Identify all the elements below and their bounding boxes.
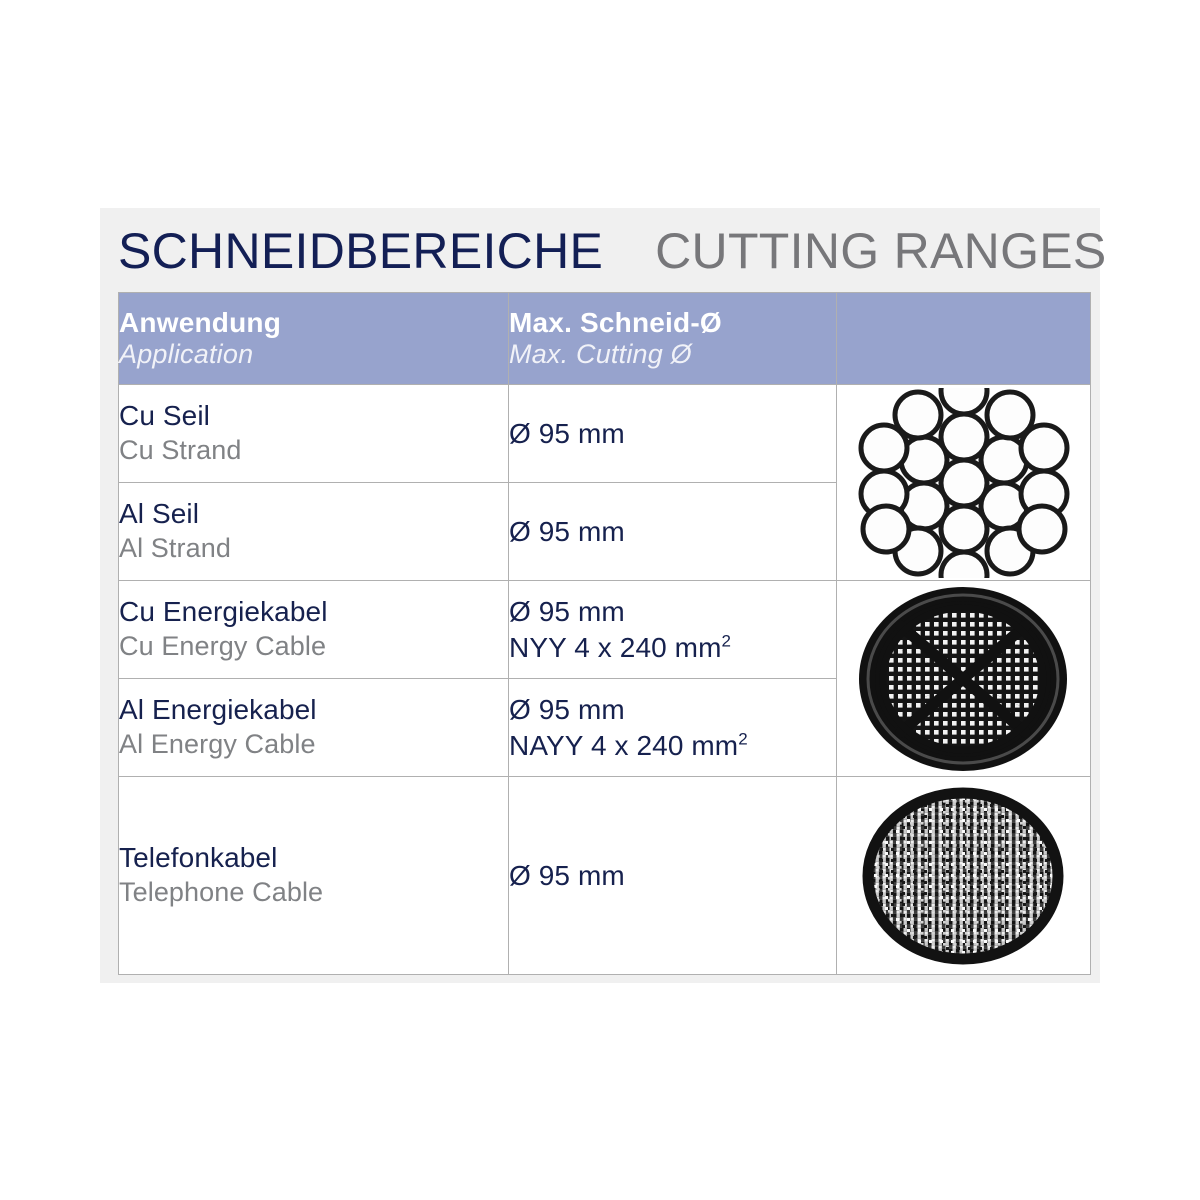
table-header-row: Anwendung Application Max. Schneid-Ø Max… [118, 292, 1091, 385]
application-name-de: Al Seil [119, 498, 200, 530]
column-header-max-cutting-diameter: Max. Schneid-Ø Max. Cutting Ø [508, 292, 837, 385]
cell-application: Al Energiekabel Al Energy Cable [118, 678, 509, 777]
page-title-de: SCHNEIDBEREICHE [118, 223, 604, 279]
column-header-application-en: Application [119, 339, 254, 370]
cutting-cable-spec: NYY 4 x 240 mm2 [509, 630, 836, 666]
table-row: Cu Energiekabel Cu Energy Cable Ø 95 mm … [118, 580, 1091, 777]
cutting-ranges-table: Anwendung Application Max. Schneid-Ø Max… [118, 292, 1091, 975]
cable-spec-exponent: 2 [721, 631, 732, 651]
cell-cross-section-image [836, 776, 1091, 975]
cutting-diameter-value: Ø 95 mm [509, 595, 625, 627]
table-body: Cu Seil Cu Strand Ø 95 mm [118, 384, 1091, 975]
column-header-max-cutting-diameter-de: Max. Schneid-Ø [509, 307, 722, 339]
page-title-en: CUTTING RANGES [655, 223, 1107, 279]
cell-application: Cu Seil Cu Strand [118, 384, 509, 483]
cell-cross-section-image [836, 580, 1091, 777]
application-name-en: Cu Energy Cable [119, 631, 327, 662]
cell-max-cutting-diameter: Ø 95 mm [508, 776, 837, 975]
application-name-de: Cu Energiekabel [119, 596, 328, 628]
column-header-application-de: Anwendung [119, 307, 281, 339]
application-name-en: Al Energy Cable [119, 729, 316, 760]
application-name-en: Cu Strand [119, 435, 242, 466]
cutting-cable-spec: NAYY 4 x 240 mm2 [509, 728, 836, 764]
column-header-application: Anwendung Application [118, 292, 509, 385]
cutting-diameter-value: Ø 95 mm [509, 859, 625, 891]
cell-max-cutting-diameter: Ø 95 mm NAYY 4 x 240 mm2 [508, 678, 837, 777]
table-row: Telefonkabel Telephone Cable Ø 95 mm [118, 776, 1091, 975]
application-name-de: Telefonkabel [119, 842, 278, 874]
stranded-wire-cross-section-icon [858, 387, 1069, 578]
application-name-en: Al Strand [119, 533, 231, 564]
cell-application: Cu Energiekabel Cu Energy Cable [118, 580, 509, 679]
telephone-cable-cross-section-icon [862, 787, 1064, 964]
cutting-diameter-value: Ø 95 mm [509, 693, 625, 725]
cable-spec-text: NYY 4 x 240 mm [509, 631, 722, 663]
cell-application: Telefonkabel Telephone Cable [118, 776, 509, 975]
column-header-max-cutting-diameter-en: Max. Cutting Ø [509, 339, 692, 370]
cutting-diameter-value: Ø 95 mm [509, 515, 625, 547]
table-row: Al Energiekabel Al Energy Cable Ø 95 mm … [118, 678, 1091, 777]
cell-max-cutting-diameter: Ø 95 mm [508, 384, 837, 483]
application-name-de: Cu Seil [119, 400, 210, 432]
cell-cross-section-image [836, 384, 1091, 581]
application-name-en: Telephone Cable [119, 877, 324, 908]
cable-spec-text: NAYY 4 x 240 mm [509, 729, 739, 761]
table-row: Al Seil Al Strand Ø 95 mm [118, 482, 1091, 581]
page-title: SCHNEIDBEREICHE CUTTING RANGES [118, 212, 1107, 290]
cutting-ranges-panel: SCHNEIDBEREICHE CUTTING RANGES Anwendung… [100, 208, 1106, 983]
cable-spec-exponent: 2 [738, 729, 748, 749]
cell-application: Al Seil Al Strand [118, 482, 509, 581]
cutting-diameter-value: Ø 95 mm [509, 417, 625, 449]
cell-max-cutting-diameter: Ø 95 mm [508, 482, 837, 581]
column-header-image [836, 292, 1091, 385]
application-name-de: Al Energiekabel [119, 694, 317, 726]
table-row: Cu Seil Cu Strand Ø 95 mm [118, 384, 1091, 581]
energy-cable-cross-section-icon [859, 586, 1067, 771]
cell-max-cutting-diameter: Ø 95 mm NYY 4 x 240 mm2 [508, 580, 837, 679]
table-header: Anwendung Application Max. Schneid-Ø Max… [118, 292, 1091, 385]
